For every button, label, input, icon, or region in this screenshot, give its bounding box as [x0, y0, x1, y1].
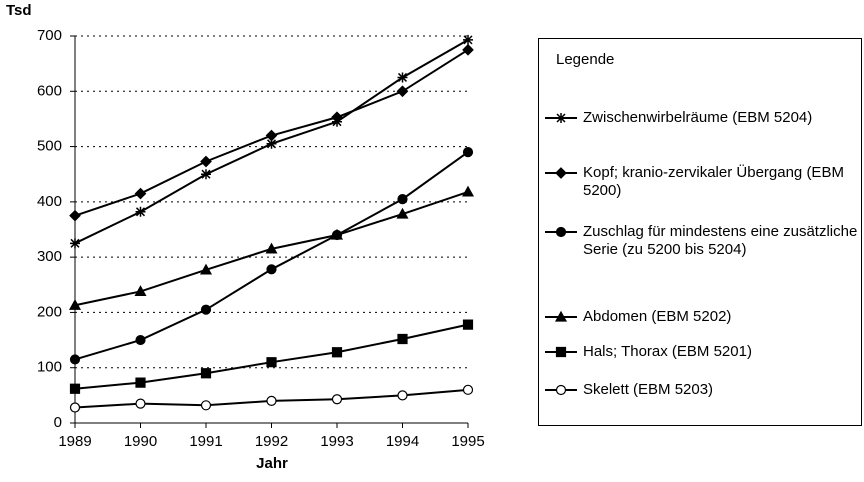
legend-icon: [545, 113, 577, 123]
marker: [463, 34, 473, 45]
y-tick-label: 0: [54, 414, 62, 431]
marker: [266, 395, 277, 406]
marker: [200, 304, 212, 315]
y-tick-label: 500: [37, 138, 62, 155]
legend-label: Zuschlag für mindestens eine zusätzliche…: [583, 223, 858, 258]
x-tick-label: 1990: [124, 433, 157, 450]
x-tick-label: 1989: [58, 433, 91, 450]
legend-icon: [545, 226, 577, 238]
marker: [266, 138, 277, 149]
y-tick-label: 700: [37, 27, 62, 44]
marker: [396, 85, 409, 98]
y-tick-label: 100: [37, 359, 62, 376]
x-tick-label: 1993: [320, 433, 353, 450]
marker: [135, 206, 146, 217]
marker: [462, 384, 474, 395]
legend-icon: [545, 167, 577, 179]
series-line: [74, 151, 469, 361]
legend-label: Abdomen (EBM 5202): [583, 308, 732, 325]
legend-marker: [555, 167, 567, 179]
legend-icon: [545, 346, 577, 358]
marker: [266, 264, 277, 275]
marker: [201, 169, 211, 180]
marker: [265, 129, 278, 142]
y-tick-label: 200: [37, 303, 62, 320]
marker: [397, 194, 408, 205]
y-tick-label: 600: [37, 82, 62, 99]
legend-marker: [556, 113, 566, 123]
marker: [69, 383, 81, 394]
marker: [331, 347, 343, 358]
marker: [200, 368, 212, 379]
marker: [462, 319, 474, 330]
marker: [396, 207, 409, 219]
legend-label: Skelett (EBM 5203): [583, 381, 714, 398]
marker: [397, 390, 408, 401]
legend-marker: [555, 346, 567, 358]
marker: [331, 111, 343, 124]
marker: [200, 400, 212, 411]
marker: [331, 394, 343, 405]
legend-icon: [545, 310, 577, 322]
legend-label: Hals; Thorax (EBM 5201): [583, 343, 752, 360]
marker: [265, 242, 278, 254]
marker: [199, 263, 213, 275]
marker: [397, 333, 408, 345]
marker: [462, 147, 474, 158]
x-axis-label: Jahr: [256, 455, 288, 472]
marker: [70, 238, 80, 249]
legend-marker: [554, 310, 568, 322]
x-tick-label: 1994: [386, 433, 419, 450]
marker: [69, 209, 81, 222]
marker: [266, 357, 277, 368]
marker: [68, 299, 82, 310]
y-axis-label: Tsd: [6, 2, 32, 19]
series-line: [74, 323, 469, 390]
chart: Tsd Jahr 0 100 200 300 400 500 600 700 1989 1990 1…: [6, 2, 485, 472]
marker: [69, 402, 81, 413]
marker: [397, 72, 408, 83]
legend-marker: [555, 384, 567, 396]
marker: [462, 43, 474, 56]
marker: [69, 354, 81, 365]
marker: [135, 377, 146, 388]
x-tick-label: 1991: [189, 433, 222, 450]
legend-title: Legende: [556, 51, 615, 68]
x-tick-label: 1992: [255, 433, 288, 450]
y-tick-label: 300: [37, 248, 62, 265]
legend-icon: [545, 384, 577, 396]
marker: [330, 228, 344, 240]
y-tick-label: 400: [37, 193, 62, 210]
legend: Legende Zwischenwirbelräume (EBM 5204) Ko…: [538, 38, 862, 426]
marker: [200, 155, 212, 168]
x-tick-label: 1995: [451, 433, 484, 450]
legend-marker: [555, 226, 567, 238]
marker: [134, 285, 147, 297]
marker: [134, 187, 147, 200]
marker: [135, 398, 146, 409]
legend-label: Zwischenwirbelräume (EBM 5204): [583, 109, 813, 126]
marker: [135, 334, 146, 346]
marker: [461, 185, 475, 197]
legend-label: Kopf; kranio-zervikaler Übergang (EBM 52…: [583, 164, 844, 199]
